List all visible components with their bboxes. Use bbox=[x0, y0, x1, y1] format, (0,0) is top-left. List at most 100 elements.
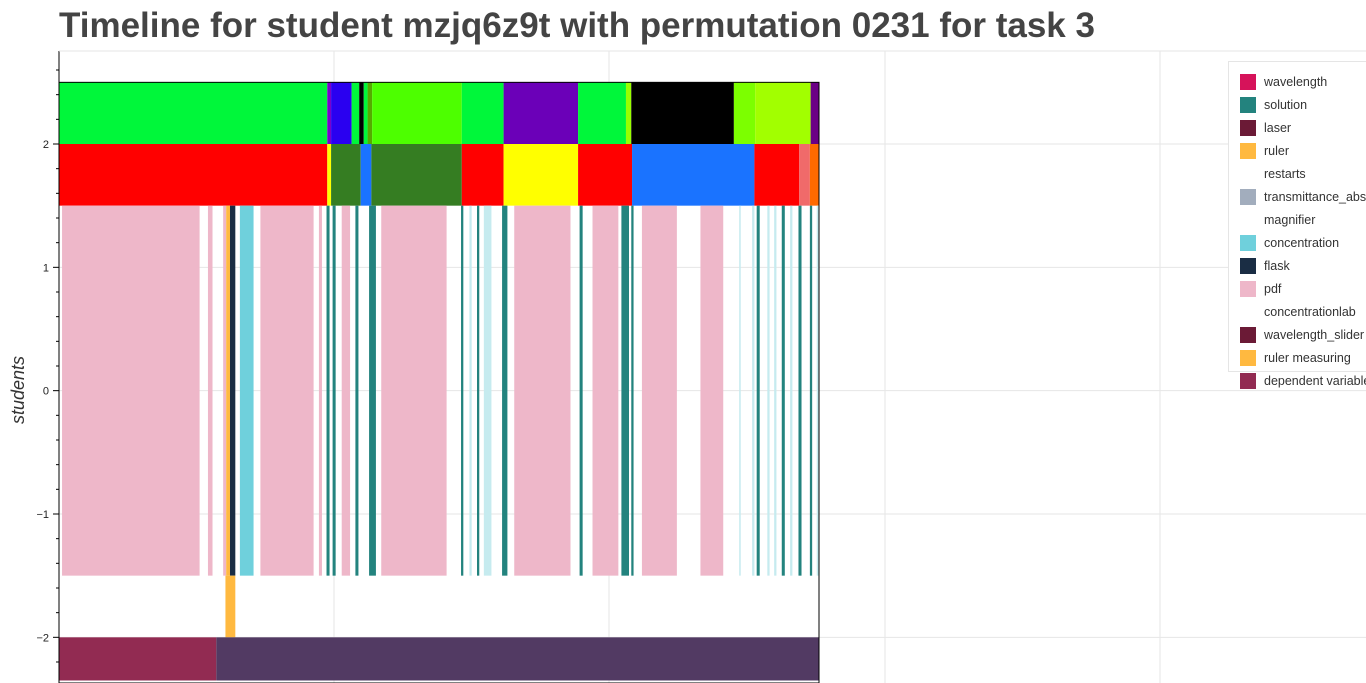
timeline-segment bbox=[341, 205, 351, 576]
legend-swatch bbox=[1240, 304, 1256, 320]
legend-label: restarts bbox=[1264, 167, 1306, 181]
legend-swatch bbox=[1240, 212, 1256, 228]
timeline-segment bbox=[469, 205, 472, 576]
timeline-segment bbox=[503, 144, 579, 206]
timeline-segment bbox=[790, 205, 793, 576]
timeline-segment bbox=[592, 205, 619, 576]
timeline-segment bbox=[774, 205, 777, 576]
legend-item: restarts bbox=[1240, 165, 1306, 183]
timeline-segment bbox=[781, 205, 785, 576]
timeline-segment bbox=[359, 82, 364, 144]
legend-swatch bbox=[1240, 373, 1256, 389]
timeline-segment bbox=[367, 82, 373, 144]
legend-swatch bbox=[1240, 258, 1256, 274]
timeline-segment bbox=[809, 205, 813, 576]
timeline-segment bbox=[331, 144, 361, 206]
y-tick-label: 2 bbox=[43, 139, 49, 151]
timeline-segment bbox=[371, 144, 462, 206]
timeline-segment bbox=[318, 205, 322, 576]
timeline-segment bbox=[514, 205, 571, 576]
timeline-segment bbox=[799, 144, 810, 206]
timeline-segment bbox=[332, 205, 336, 576]
timeline-segment bbox=[502, 205, 508, 576]
timeline-segment bbox=[62, 205, 200, 576]
legend-swatch bbox=[1240, 281, 1256, 297]
y-tick-label: 0 bbox=[43, 386, 49, 398]
timeline-segment bbox=[226, 205, 230, 576]
legend-swatch bbox=[1240, 235, 1256, 251]
legend-label: laser bbox=[1264, 121, 1292, 135]
y-axis-label: students bbox=[8, 356, 28, 424]
legend-label: concentration bbox=[1264, 236, 1340, 250]
legend-swatch bbox=[1240, 143, 1256, 159]
timeline-segment bbox=[207, 205, 213, 576]
legend-item: concentration bbox=[1240, 234, 1339, 252]
timeline-segment bbox=[755, 82, 811, 144]
legend-label: wavelength bbox=[1264, 75, 1328, 89]
timeline-segment bbox=[579, 205, 583, 576]
timeline-segment bbox=[756, 205, 760, 576]
timeline-segment bbox=[461, 144, 504, 206]
timeline-segment bbox=[700, 205, 724, 576]
legend-label: transmittance_absorbance bbox=[1264, 190, 1366, 204]
y-axis-ticks: 2 1 0 −1 −2 bbox=[36, 69, 59, 663]
legend-swatch bbox=[1240, 120, 1256, 136]
timeline-segment bbox=[363, 82, 368, 144]
timeline-segment bbox=[483, 205, 492, 576]
timeline-segment bbox=[798, 205, 802, 576]
timeline-segment bbox=[810, 82, 819, 144]
timeline-segment bbox=[369, 205, 376, 576]
legend-swatch bbox=[1240, 97, 1256, 113]
timeline-segment bbox=[326, 205, 330, 576]
timeline-segment bbox=[223, 205, 227, 576]
legend-label: wavelength_slider bbox=[1264, 328, 1365, 342]
timeline-segment bbox=[216, 637, 819, 681]
timeline-segment bbox=[355, 205, 359, 576]
timeline-segment bbox=[327, 82, 332, 144]
timeline-segment bbox=[641, 205, 677, 576]
timeline-segment bbox=[351, 82, 360, 144]
legend-item: dependent variable bbox=[1240, 372, 1366, 390]
legend-item: flask bbox=[1240, 257, 1290, 275]
timeline-segment bbox=[625, 82, 632, 144]
legend-item: laser bbox=[1240, 119, 1291, 137]
timeline-segment bbox=[327, 144, 332, 206]
timeline-segment bbox=[381, 205, 447, 576]
legend-item: wavelength_slider bbox=[1240, 326, 1364, 344]
timeline-segment bbox=[59, 144, 328, 206]
timeline-segment bbox=[754, 144, 800, 206]
timeline-segment bbox=[59, 82, 328, 144]
legend-item: magnifier bbox=[1240, 211, 1315, 229]
legend-swatch bbox=[1240, 189, 1256, 205]
timeline-segment bbox=[230, 205, 236, 576]
timeline-segment bbox=[503, 82, 579, 144]
timeline-segment bbox=[331, 82, 352, 144]
timeline-segment bbox=[767, 205, 770, 576]
legend-label: ruler measuring bbox=[1264, 351, 1351, 365]
legend-label: pdf bbox=[1264, 282, 1282, 296]
timeline-segment bbox=[631, 205, 634, 576]
legend: wavelength solution laser ruler restarts tran… bbox=[1228, 61, 1366, 389]
timeline-segment bbox=[578, 144, 633, 206]
timeline-segment bbox=[621, 205, 629, 576]
timeline-segment bbox=[809, 144, 819, 206]
timeline-segment bbox=[225, 575, 236, 638]
legend-label: ruler bbox=[1264, 144, 1290, 158]
legend-item: transmittance_absorbance bbox=[1240, 188, 1366, 206]
legend-label: magnifier bbox=[1264, 213, 1316, 227]
legend-label: concentrationlab bbox=[1264, 305, 1356, 319]
y-tick-label: −1 bbox=[36, 509, 49, 521]
timeline-segment bbox=[578, 82, 626, 144]
timeline-segment bbox=[461, 205, 464, 576]
legend-item: ruler bbox=[1240, 142, 1289, 160]
legend-swatch bbox=[1240, 74, 1256, 90]
timeline-segment bbox=[59, 637, 217, 681]
timeline-segment bbox=[632, 144, 755, 206]
timeline-segment bbox=[631, 82, 734, 144]
timeline-segment bbox=[360, 144, 372, 206]
legend-label: dependent variable bbox=[1264, 374, 1366, 388]
legend-label: solution bbox=[1264, 98, 1308, 112]
timeline-segment bbox=[733, 82, 756, 144]
y-tick-label: 1 bbox=[43, 262, 49, 274]
